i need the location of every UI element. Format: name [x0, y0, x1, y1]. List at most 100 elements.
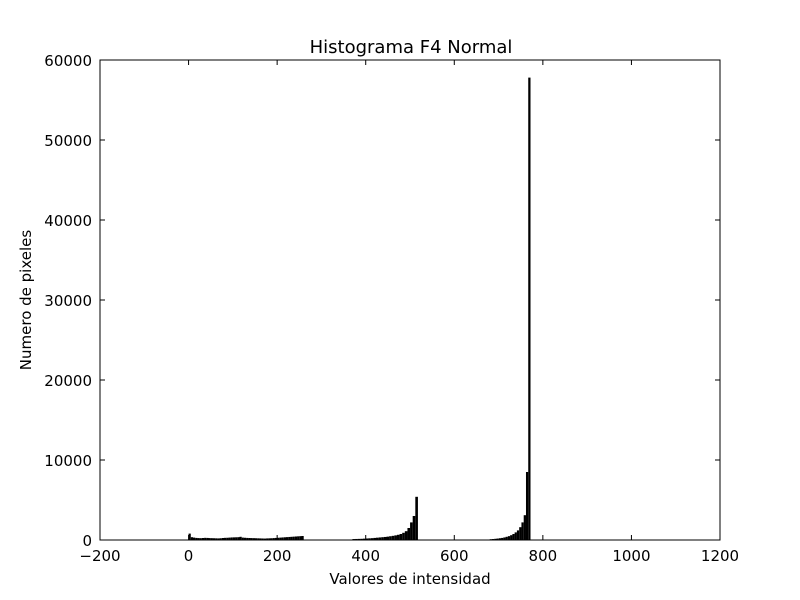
histogram-bar [263, 538, 267, 540]
histogram-bar [357, 538, 361, 540]
histogram-bar [290, 536, 293, 540]
histogram-bar [301, 536, 304, 540]
histogram-bar [206, 537, 209, 540]
histogram-bar [297, 536, 300, 540]
histogram-bar [250, 538, 253, 540]
histogram-bar [274, 537, 278, 540]
histogram-bar [255, 538, 258, 540]
histogram-bar [496, 538, 499, 540]
histogram-bar [396, 534, 400, 540]
plot-frame [99, 59, 721, 541]
histogram-bar [519, 527, 522, 540]
histogram-bar [270, 538, 273, 540]
histogram-bar [503, 537, 506, 540]
histogram-bar [512, 534, 515, 540]
histogram-bar [514, 532, 517, 540]
histogram-bar [212, 538, 216, 540]
histogram-bar [523, 515, 526, 540]
histogram-bar [399, 534, 403, 540]
histogram-bar [292, 536, 295, 540]
histogram-bar [381, 537, 384, 540]
histogram-bar [201, 538, 205, 540]
histogram-bar [221, 538, 224, 540]
histogram-bar [219, 538, 222, 540]
histogram-bar [237, 537, 240, 540]
histogram-bar [507, 536, 511, 540]
histogram-bar [281, 537, 284, 540]
x-axis-label: Valores de intensidad [329, 570, 490, 588]
x-tick-label: 800 [529, 547, 558, 565]
histogram-bar [389, 536, 392, 540]
histogram-bar [407, 528, 411, 540]
x-tick-label: 600 [440, 547, 469, 565]
histogram-bar [365, 538, 369, 540]
y-tick-label: 10000 [44, 452, 92, 470]
histogram-bar [391, 535, 395, 540]
histogram-bar [204, 537, 207, 540]
histogram-bar [521, 522, 524, 540]
histogram-bar [243, 537, 247, 540]
histogram-bar [195, 537, 198, 540]
histogram-bar [283, 537, 286, 540]
histogram-bars [188, 77, 531, 540]
x-tick-label: 1000 [612, 547, 650, 565]
histogram-bar [368, 538, 371, 540]
histogram-bar [383, 536, 387, 540]
histogram-bar [373, 537, 377, 540]
x-tick-label: 0 [184, 547, 194, 565]
histogram-bar [404, 531, 408, 540]
histogram-bar [257, 538, 260, 540]
histogram-bar [248, 538, 251, 540]
histogram-bar [208, 538, 211, 540]
histogram-bar [378, 537, 382, 540]
histogram-bar [224, 537, 227, 540]
histogram-bar [410, 522, 413, 540]
histogram-bar [241, 537, 244, 540]
histogram-bar [228, 537, 231, 540]
histogram-bar [528, 77, 531, 540]
x-tick-label: −200 [79, 547, 120, 565]
histogram-bar [261, 538, 264, 540]
histogram-bar [230, 537, 233, 540]
histogram-bar [360, 538, 363, 540]
histogram-bar [525, 472, 529, 540]
histogram-bar [226, 537, 229, 540]
histogram-bar [510, 535, 513, 540]
histogram-bar [355, 538, 358, 540]
histogram-bar [190, 537, 193, 540]
histogram-bar [239, 536, 242, 540]
histogram-bar [376, 537, 379, 540]
x-tick-label: 1200 [701, 547, 739, 565]
histogram-bar [268, 538, 271, 540]
axis-ticks: −200 0 200 400 600 800 1000 1200010000200003000… [44, 52, 739, 565]
histogram-bar [370, 538, 374, 540]
histogram-bar [288, 536, 291, 540]
histogram-bar [215, 538, 218, 540]
histogram-bar [252, 538, 255, 540]
histogram-bar [272, 538, 275, 540]
histogram-bar [498, 538, 502, 540]
histogram-bar [199, 538, 202, 540]
histogram-bar [299, 536, 302, 540]
histogram-bar [193, 537, 196, 540]
histogram-bar [197, 538, 200, 540]
histogram-bar [415, 496, 418, 540]
histogram-bar [210, 538, 213, 540]
histogram-bar [501, 537, 504, 540]
y-tick-label: 50000 [44, 132, 92, 150]
x-tick-label: 400 [351, 547, 380, 565]
histogram-bar [505, 536, 508, 540]
histogram-bar [412, 516, 416, 540]
y-tick-label: 60000 [44, 52, 92, 70]
y-tick-label: 30000 [44, 292, 92, 310]
histogram-bar [286, 537, 289, 540]
histogram-bar [217, 538, 220, 540]
y-axis-label: Numero de pixeles [17, 230, 35, 371]
y-tick-label: 0 [82, 532, 92, 550]
x-tick-label: 200 [263, 547, 292, 565]
histogram-bar [494, 538, 497, 540]
histogram-bar [235, 537, 238, 540]
histogram-bar [259, 538, 262, 540]
